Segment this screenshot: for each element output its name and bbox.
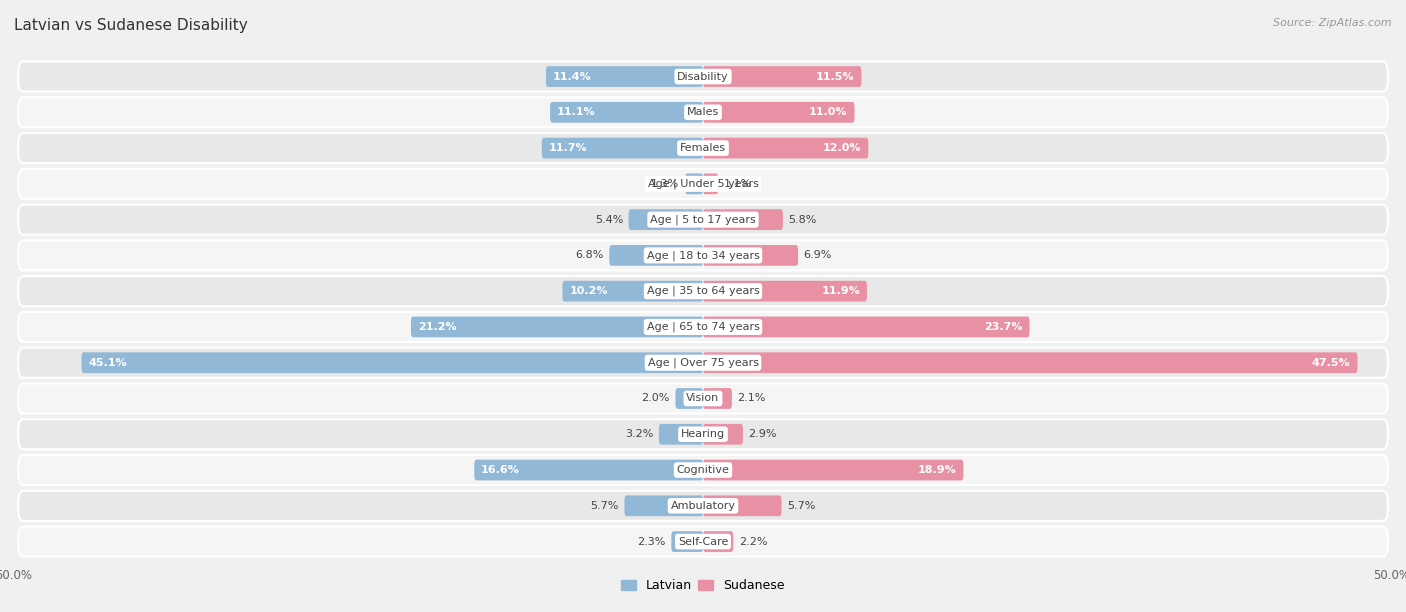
Text: 18.9%: 18.9% [918,465,956,475]
FancyBboxPatch shape [703,102,855,122]
Text: Age | 5 to 17 years: Age | 5 to 17 years [650,214,756,225]
FancyBboxPatch shape [703,353,1358,373]
FancyBboxPatch shape [703,209,783,230]
Text: 12.0%: 12.0% [823,143,862,153]
Text: 5.7%: 5.7% [787,501,815,511]
Text: 2.2%: 2.2% [738,537,768,547]
FancyBboxPatch shape [675,388,703,409]
FancyBboxPatch shape [703,316,1029,337]
FancyBboxPatch shape [624,496,703,516]
FancyBboxPatch shape [18,276,1388,306]
Text: Ambulatory: Ambulatory [671,501,735,511]
Text: Cognitive: Cognitive [676,465,730,475]
FancyBboxPatch shape [18,169,1388,199]
FancyBboxPatch shape [18,526,1388,556]
Text: 10.2%: 10.2% [569,286,607,296]
FancyBboxPatch shape [703,281,868,302]
Text: 11.0%: 11.0% [810,107,848,118]
Text: Males: Males [688,107,718,118]
FancyBboxPatch shape [546,66,703,87]
Text: 2.9%: 2.9% [748,429,778,439]
FancyBboxPatch shape [628,209,703,230]
Text: Disability: Disability [678,72,728,81]
Text: 45.1%: 45.1% [89,358,127,368]
Text: Vision: Vision [686,394,720,403]
FancyBboxPatch shape [18,204,1388,234]
FancyBboxPatch shape [703,460,963,480]
Text: Age | Over 75 years: Age | Over 75 years [648,357,758,368]
FancyBboxPatch shape [703,496,782,516]
Text: 2.1%: 2.1% [738,394,766,403]
Text: 11.5%: 11.5% [815,72,855,81]
Text: 11.1%: 11.1% [557,107,596,118]
FancyBboxPatch shape [609,245,703,266]
FancyBboxPatch shape [703,66,862,87]
Text: 3.2%: 3.2% [626,429,654,439]
Text: 5.7%: 5.7% [591,501,619,511]
FancyBboxPatch shape [18,491,1388,521]
FancyBboxPatch shape [18,348,1388,378]
FancyBboxPatch shape [550,102,703,122]
Text: 47.5%: 47.5% [1312,358,1351,368]
Text: Age | Under 5 years: Age | Under 5 years [648,179,758,189]
FancyBboxPatch shape [18,62,1388,92]
FancyBboxPatch shape [18,455,1388,485]
FancyBboxPatch shape [474,460,703,480]
FancyBboxPatch shape [703,388,733,409]
FancyBboxPatch shape [703,173,718,194]
Text: 6.9%: 6.9% [804,250,832,260]
FancyBboxPatch shape [18,133,1388,163]
Text: 2.0%: 2.0% [641,394,669,403]
FancyBboxPatch shape [18,241,1388,271]
Text: 11.4%: 11.4% [553,72,592,81]
FancyBboxPatch shape [411,316,703,337]
FancyBboxPatch shape [703,245,799,266]
Legend: Latvian, Sudanese: Latvian, Sudanese [616,575,790,597]
FancyBboxPatch shape [685,173,703,194]
FancyBboxPatch shape [703,424,742,445]
FancyBboxPatch shape [703,138,869,159]
Text: 16.6%: 16.6% [481,465,520,475]
Text: 11.9%: 11.9% [821,286,860,296]
Text: 11.7%: 11.7% [548,143,588,153]
Text: 5.4%: 5.4% [595,215,623,225]
FancyBboxPatch shape [18,419,1388,449]
Text: 2.3%: 2.3% [637,537,666,547]
Text: Age | 65 to 74 years: Age | 65 to 74 years [647,322,759,332]
FancyBboxPatch shape [703,531,734,552]
FancyBboxPatch shape [82,353,703,373]
Text: 5.8%: 5.8% [789,215,817,225]
FancyBboxPatch shape [18,312,1388,342]
FancyBboxPatch shape [18,97,1388,127]
FancyBboxPatch shape [671,531,703,552]
Text: Latvian vs Sudanese Disability: Latvian vs Sudanese Disability [14,18,247,34]
Text: 23.7%: 23.7% [984,322,1022,332]
Text: 21.2%: 21.2% [418,322,457,332]
Text: Age | 35 to 64 years: Age | 35 to 64 years [647,286,759,296]
Text: 1.3%: 1.3% [651,179,679,189]
Text: Source: ZipAtlas.com: Source: ZipAtlas.com [1274,18,1392,28]
Text: 1.1%: 1.1% [724,179,752,189]
FancyBboxPatch shape [541,138,703,159]
Text: Age | 18 to 34 years: Age | 18 to 34 years [647,250,759,261]
FancyBboxPatch shape [18,384,1388,414]
Text: Hearing: Hearing [681,429,725,439]
FancyBboxPatch shape [659,424,703,445]
Text: 6.8%: 6.8% [575,250,603,260]
Text: Self-Care: Self-Care [678,537,728,547]
Text: Females: Females [681,143,725,153]
FancyBboxPatch shape [562,281,703,302]
